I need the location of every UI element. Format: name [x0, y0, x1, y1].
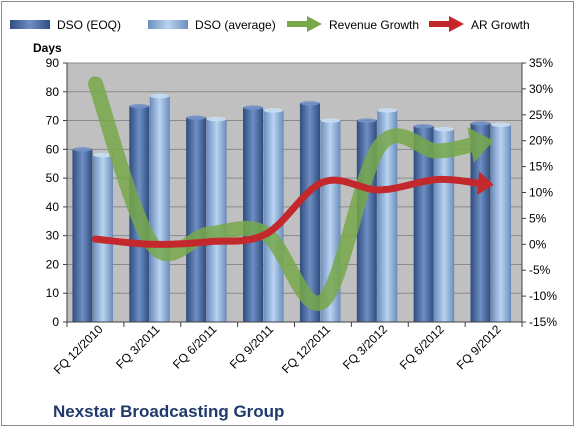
- bar-dso-average-top: [93, 152, 113, 158]
- legend-item-dso-eoq: DSO (EOQ): [10, 18, 121, 32]
- chart-title: Nexstar Broadcasting Group: [53, 402, 284, 421]
- left-axis-ticks: 0 10 20 30 40 50 60 70 80 90: [46, 56, 67, 329]
- legend-swatch-dso-eoq: [10, 20, 50, 29]
- arrowhead-revenue-growth: [467, 127, 494, 163]
- arrowhead-ar-growth: [476, 171, 494, 196]
- right-tick-label: 30%: [529, 82, 553, 96]
- category-label: FQ 3/2011: [113, 322, 163, 372]
- bar-dso-eoq-top: [470, 121, 491, 126]
- category-label: FQ 12/2011: [279, 322, 333, 376]
- legend-label-dso-eoq: DSO (EOQ): [57, 18, 121, 32]
- left-tick-label: 60: [46, 142, 60, 156]
- legend-item-ar-growth: AR Growth: [429, 16, 530, 32]
- legend-label-revenue-growth: Revenue Growth: [329, 18, 419, 32]
- bar-dso-eoq-top: [357, 118, 377, 123]
- legend-arrowhead-ar-growth: [449, 16, 464, 32]
- bar-dso-average-top: [320, 118, 341, 123]
- bar-dso-eoq-top: [129, 103, 150, 109]
- bar-dso-eoq: [72, 149, 93, 323]
- legend: DSO (EOQ) DSO (average) Revenue Growth A…: [10, 16, 530, 32]
- left-axis-title: Days: [33, 41, 62, 55]
- category-label: FQ 9/2011: [227, 322, 277, 372]
- bar-dso-average-top: [150, 93, 170, 99]
- legend-label-ar-growth: AR Growth: [471, 18, 530, 32]
- bar-dso-average: [149, 95, 170, 323]
- bar-dso-eoq-top: [243, 105, 263, 110]
- legend-swatch-dso-average: [148, 20, 188, 29]
- bar-dso-average-top: [263, 108, 284, 113]
- left-tick-label: 20: [46, 257, 60, 271]
- left-tick-label: 50: [46, 171, 60, 185]
- category-label: FQ 9/2012: [454, 322, 504, 372]
- legend-arrowhead-revenue-growth: [307, 16, 322, 32]
- right-axis-ticks: -15% -10% -5% 0% 5% 10% 15% 20% 25% 30% 35%: [522, 56, 557, 329]
- category-label: FQ 12/2010: [51, 322, 106, 377]
- bar-dso-average: [206, 118, 227, 323]
- right-tick-label: 15%: [529, 160, 553, 174]
- bar-dso-eoq-top: [300, 101, 320, 106]
- bar-dso-average-top: [377, 108, 398, 113]
- bar-dso-average-top: [491, 122, 511, 128]
- line-ar-growth: [91, 171, 494, 248]
- left-tick-label: 10: [46, 286, 60, 300]
- right-tick-label: -10%: [529, 289, 557, 303]
- right-tick-label: -5%: [529, 263, 551, 277]
- right-tick-label: 20%: [529, 134, 553, 148]
- bar-dso-eoq-top: [186, 115, 206, 120]
- bar-dso-average-top: [206, 116, 227, 122]
- bar-dso-average: [263, 110, 284, 323]
- right-tick-label: -15%: [529, 315, 557, 329]
- bar-dso-eoq-top: [72, 147, 93, 152]
- bar-dso-average: [491, 124, 512, 323]
- left-tick-label: 90: [46, 56, 60, 70]
- left-tick-label: 40: [46, 200, 60, 214]
- legend-item-dso-average: DSO (average): [148, 18, 276, 32]
- category-label: FQ 6/2012: [397, 322, 447, 372]
- growth-lines: [87, 76, 494, 311]
- right-tick-label: 0%: [529, 237, 547, 251]
- left-tick-label: 80: [46, 85, 60, 99]
- left-tick-label: 0: [52, 315, 59, 329]
- right-tick-label: 5%: [529, 211, 547, 225]
- bar-dso-eoq: [186, 117, 207, 323]
- bar-dso-eoq-top: [413, 124, 434, 129]
- right-tick-label: 35%: [529, 56, 553, 70]
- right-tick-label: 25%: [529, 108, 553, 122]
- bar-dso-average-top: [434, 126, 454, 132]
- legend-label-dso-average: DSO (average): [195, 18, 276, 32]
- legend-item-revenue-growth: Revenue Growth: [287, 16, 419, 32]
- category-label: FQ 3/2012: [340, 322, 390, 372]
- left-tick-label: 70: [46, 114, 60, 128]
- bar-dso-eoq: [243, 107, 264, 323]
- line-path-ar-growth: [91, 175, 484, 248]
- left-tick-label: 30: [46, 229, 60, 243]
- category-axis-labels: FQ 12/2010 FQ 3/2011 FQ 6/2011 FQ 9/2011 FQ …: [51, 322, 523, 377]
- category-label: FQ 6/2011: [170, 322, 220, 372]
- right-tick-label: 10%: [529, 186, 553, 200]
